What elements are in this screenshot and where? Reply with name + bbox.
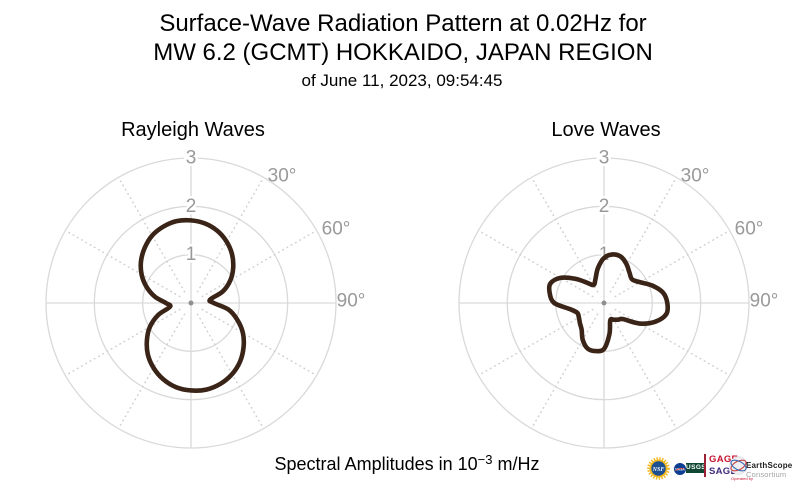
earthscope-globe-icon [729,456,748,475]
plot-center-dot [188,300,194,306]
gage-label: GAGE [709,454,739,465]
nasa-label: NASA [675,468,685,472]
rayleigh-plot-title: Rayleigh Waves [121,119,265,141]
earthscope-blue-orbit [730,459,747,472]
radial-tick-label-2: 2 [186,196,197,217]
sage-label: SAGE [709,465,738,477]
radiation-pattern-curve [546,252,671,354]
units-caption-exponent: −3 [477,452,493,467]
nasa-swoosh [675,468,685,471]
operated-by-label: Operated by [731,476,754,481]
earthscope-red-orbit [730,459,747,472]
gage-sage-logo: GAGE SAGE [704,454,738,477]
angle-tick-label-30: 30° [681,166,710,187]
nsf-sunburst [647,457,670,480]
units-caption: Spectral Amplitudes in 10−3 m/Hz [275,453,540,473]
figure-title-line1: Surface-Wave Radiation Pattern at 0.02Hz… [159,10,647,37]
units-caption-prefix: Spectral Amplitudes in 10 [274,454,478,474]
radial-tick-label-2: 2 [599,196,610,217]
angle-tick-label-60: 60° [322,219,351,240]
figure-subtitle: of June 11, 2023, 09:54:45 [301,71,503,90]
radial-tick-label-3: 3 [599,148,610,169]
consortium-label: Consortium [746,470,787,479]
radial-gridline-3 [45,157,337,449]
angle-tick-label-90: 90° [337,291,366,312]
angle-tick-label-60: 60° [735,219,764,240]
radial-tick-label-3: 3 [186,148,197,169]
units-caption-suffix: m/Hz [492,454,540,474]
radial-gridline-3 [458,157,750,449]
rayleigh-polar-plot: 1 2 3 30° 60° 90° [45,145,366,449]
earthscope-wordmark: EarthScope Consortium [746,462,792,479]
logo-strip: NSF NASA USGS GAGE SAGE Operated by Eart… [645,450,800,488]
nasa-logo-icon: NASA [674,463,686,475]
nsf-label: NSF [652,467,665,473]
angle-tick-label-30: 30° [268,166,297,187]
radiation-pattern-curve [138,217,247,393]
nsf-logo-icon: NSF [647,457,670,480]
radial-tick-label-1: 1 [186,244,197,265]
angle-tick-label-90: 90° [750,291,779,312]
earthscope-sphere [729,456,748,475]
nsf-globe [651,461,666,476]
usgs-logo: USGS [686,463,707,473]
love-plot-title: Love Waves [551,119,661,141]
earthscope-label: EarthScope [746,461,793,470]
plot-center-dot [601,300,607,306]
figure-title-line2: MW 6.2 (GCMT) HOKKAIDO, JAPAN REGION [153,39,653,66]
